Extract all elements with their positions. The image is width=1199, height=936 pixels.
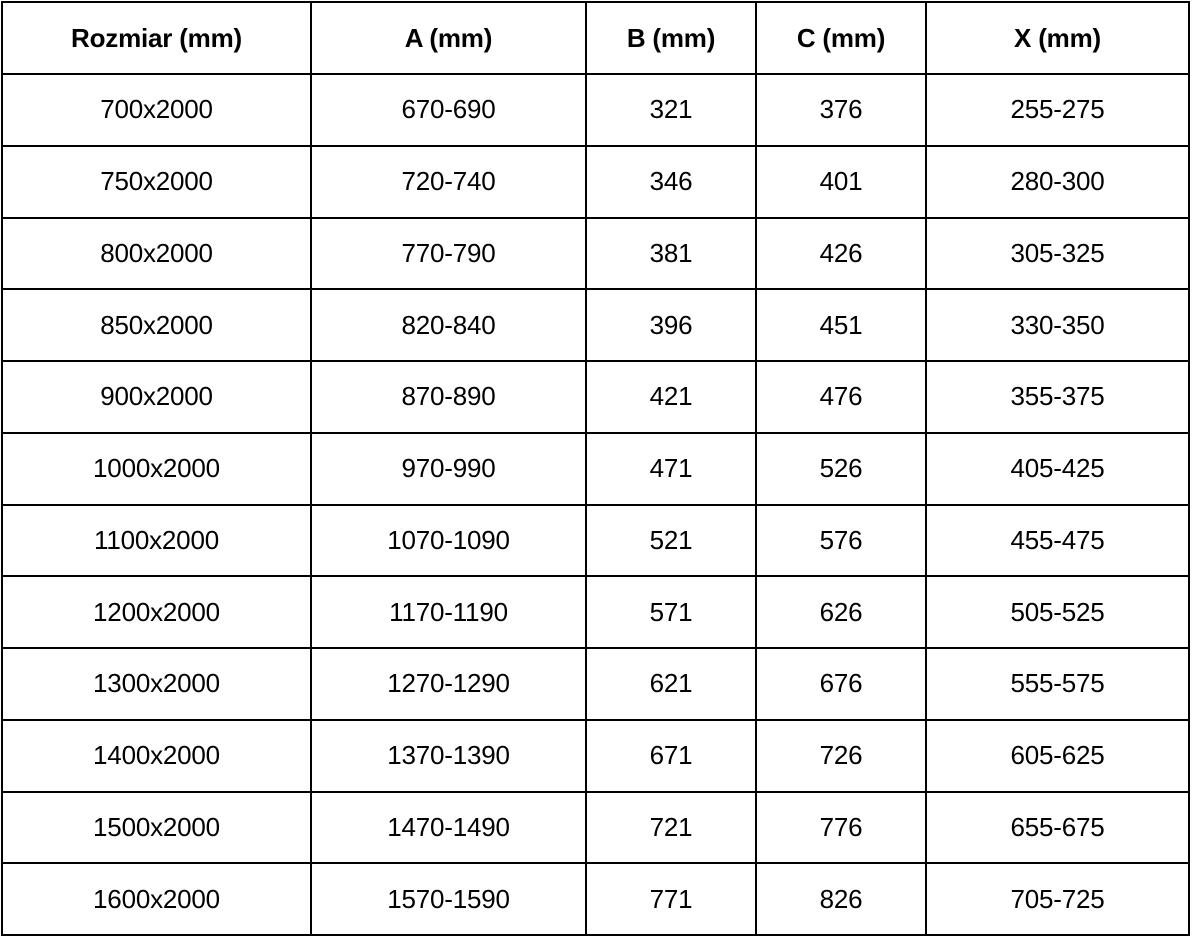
cell-rozmiar: 700x2000 [1,73,312,147]
cell-rozmiar: 1000x2000 [1,431,312,506]
cell-c: 576 [755,503,927,578]
cell-a: 670-690 [310,73,587,147]
cell-b: 381 [585,216,757,291]
table-row: 1200x2000 1170-1190 571 626 505-525 [1,575,1190,649]
cell-c: 626 [755,575,927,649]
cell-c: 676 [755,647,927,721]
cell-x: 505-525 [925,575,1190,649]
cell-rozmiar: 1400x2000 [1,718,312,793]
cell-rozmiar: 1100x2000 [1,503,312,578]
cell-c: 476 [755,360,927,434]
cell-rozmiar: 850x2000 [1,288,312,362]
cell-x: 605-625 [925,718,1190,793]
cell-x: 355-375 [925,360,1190,434]
cell-x: 555-575 [925,647,1190,721]
table-row: 1100x2000 1070-1090 521 576 455-475 [1,503,1190,578]
cell-b: 471 [585,431,757,506]
table-row: 1300x2000 1270-1290 621 676 555-575 [1,647,1190,721]
table-row: 900x2000 870-890 421 476 355-375 [1,360,1190,434]
cell-c: 401 [755,144,927,219]
cell-b: 671 [585,718,757,793]
cell-b: 771 [585,862,757,936]
column-header-c: C (mm) [755,1,927,75]
cell-c: 451 [755,288,927,362]
table-row: 750x2000 720-740 346 401 280-300 [1,144,1190,219]
cell-a: 1570-1590 [310,862,587,936]
table-row: 1600x2000 1570-1590 771 826 705-725 [1,862,1190,936]
column-header-x: X (mm) [925,1,1190,75]
column-header-rozmiar: Rozmiar (mm) [1,1,312,75]
cell-x: 705-725 [925,862,1190,936]
cell-rozmiar: 1200x2000 [1,575,312,649]
table-row: 1000x2000 970-990 471 526 405-425 [1,431,1190,506]
cell-a: 1470-1490 [310,790,587,865]
cell-a: 870-890 [310,360,587,434]
cell-b: 621 [585,647,757,721]
column-header-b: B (mm) [585,1,757,75]
table-header: Rozmiar (mm) A (mm) B (mm) C (mm) X (mm) [1,1,1190,75]
cell-x: 455-475 [925,503,1190,578]
cell-a: 1070-1090 [310,503,587,578]
column-header-a: A (mm) [310,1,587,75]
cell-rozmiar: 900x2000 [1,360,312,434]
cell-rozmiar: 800x2000 [1,216,312,291]
cell-a: 720-740 [310,144,587,219]
cell-rozmiar: 750x2000 [1,144,312,219]
cell-b: 346 [585,144,757,219]
cell-a: 970-990 [310,431,587,506]
table-row: 1400x2000 1370-1390 671 726 605-625 [1,718,1190,793]
cell-c: 726 [755,718,927,793]
cell-rozmiar: 1300x2000 [1,647,312,721]
cell-x: 655-675 [925,790,1190,865]
cell-b: 396 [585,288,757,362]
cell-b: 571 [585,575,757,649]
cell-c: 776 [755,790,927,865]
cell-a: 770-790 [310,216,587,291]
table-body: 700x2000 670-690 321 376 255-275 750x200… [1,73,1190,936]
cell-b: 521 [585,503,757,578]
cell-b: 721 [585,790,757,865]
cell-rozmiar: 1600x2000 [1,862,312,936]
cell-c: 826 [755,862,927,936]
cell-a: 820-840 [310,288,587,362]
table-row: 800x2000 770-790 381 426 305-325 [1,216,1190,291]
cell-x: 280-300 [925,144,1190,219]
table-row: 700x2000 670-690 321 376 255-275 [1,73,1190,147]
table-row: 1500x2000 1470-1490 721 776 655-675 [1,790,1190,865]
table-row: 850x2000 820-840 396 451 330-350 [1,288,1190,362]
cell-b: 321 [585,73,757,147]
cell-c: 426 [755,216,927,291]
cell-b: 421 [585,360,757,434]
cell-a: 1270-1290 [310,647,587,721]
cell-a: 1370-1390 [310,718,587,793]
cell-x: 255-275 [925,73,1190,147]
cell-a: 1170-1190 [310,575,587,649]
cell-x: 305-325 [925,216,1190,291]
table-header-row: Rozmiar (mm) A (mm) B (mm) C (mm) X (mm) [1,1,1190,75]
cell-x: 330-350 [925,288,1190,362]
cell-x: 405-425 [925,431,1190,506]
cell-c: 526 [755,431,927,506]
cell-c: 376 [755,73,927,147]
cell-rozmiar: 1500x2000 [1,790,312,865]
